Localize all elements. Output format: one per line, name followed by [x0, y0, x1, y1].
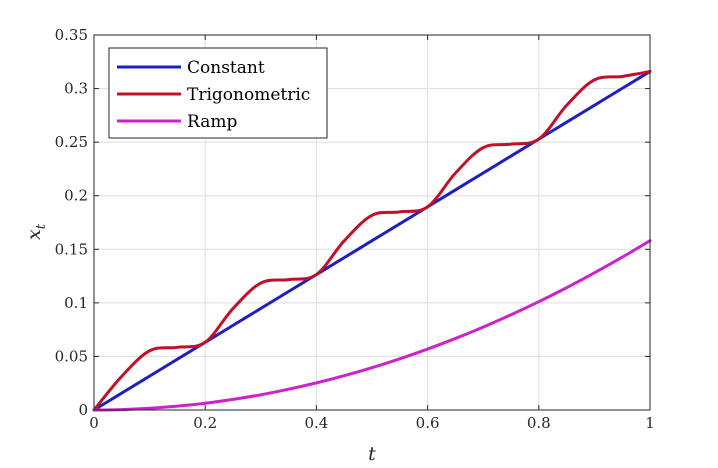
- y-tick-label: 0.1: [64, 294, 88, 312]
- y-axis-title: xt: [23, 223, 49, 240]
- trigonometric-series-line: [92, 69, 652, 412]
- legend-entry-trigonometric: Trigonometric: [117, 85, 310, 105]
- legend-entry-constant: Constant: [117, 58, 265, 78]
- legend: Constant Trigonometric Ramp: [108, 47, 328, 139]
- y-tick-label: 0.2: [64, 187, 88, 205]
- legend-label: Constant: [187, 58, 265, 78]
- x-tick-label: 1: [645, 414, 655, 432]
- axis-ticks: 0 0.2 0.4 0.6 0.8 1 0 0.05 0.1 0.15 0.2 0.25 0.3 0.35: [55, 26, 655, 432]
- y-tick-label: 0.35: [55, 26, 88, 44]
- legend-label: Ramp: [187, 112, 237, 132]
- y-tick-label: 0: [78, 401, 88, 419]
- y-tick-label: 0.3: [64, 80, 88, 98]
- ramp-series-line: [92, 239, 652, 412]
- y-tick-label: 0.25: [55, 133, 88, 151]
- x-tick-label: 0.4: [304, 414, 328, 432]
- constant-series-line: [92, 69, 652, 412]
- x-tick-label: 0.6: [416, 414, 440, 432]
- plot-frame: [93, 34, 651, 411]
- grid: [94, 35, 650, 410]
- x-axis-title: t: [368, 443, 376, 465]
- y-axis-title-subscript: t: [34, 223, 49, 229]
- legend-label: Trigonometric: [187, 85, 310, 105]
- y-axis-title-main: x: [23, 229, 45, 240]
- y-tick-label: 0.15: [55, 240, 88, 258]
- x-tick-label: 0.2: [193, 414, 217, 432]
- y-tick-label: 0.05: [55, 347, 88, 365]
- series-lines: [92, 69, 652, 412]
- x-tick-label: 0: [89, 414, 99, 432]
- legend-entry-ramp: Ramp: [117, 112, 237, 132]
- x-tick-label: 0.8: [527, 414, 551, 432]
- svg-text:xt: xt: [23, 223, 49, 240]
